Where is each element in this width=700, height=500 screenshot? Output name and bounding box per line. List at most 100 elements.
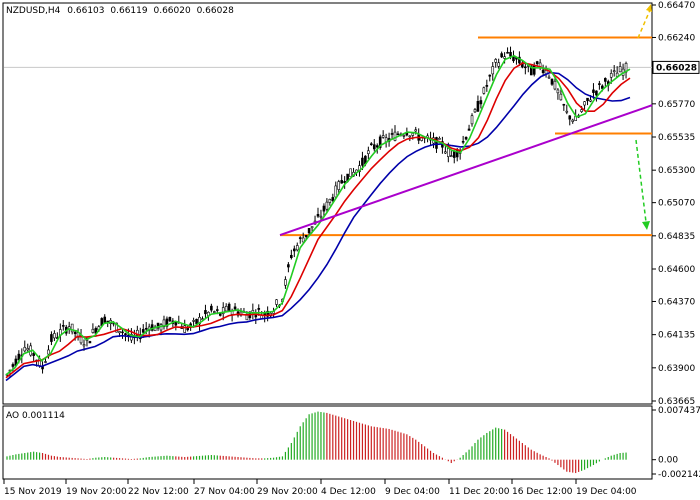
candle-body xyxy=(550,78,554,85)
candle-body xyxy=(254,314,258,318)
candle-body xyxy=(275,299,278,305)
candle-body xyxy=(479,100,483,105)
candle-body xyxy=(482,87,486,94)
candle-body xyxy=(553,80,557,90)
price-tick-label: 0.65070 xyxy=(658,199,695,209)
price-tick-label: 0.66470 xyxy=(658,1,695,11)
candle-body xyxy=(393,131,397,141)
candle-body xyxy=(144,327,148,330)
candle-body xyxy=(420,137,423,141)
candle-body xyxy=(541,69,545,74)
candle-body xyxy=(580,109,583,112)
price-tick-label: 0.64835 xyxy=(658,232,695,242)
current-price-box xyxy=(652,60,700,74)
candle-body xyxy=(367,150,370,154)
time-tick-label: 19 Dec 04:00 xyxy=(576,487,637,497)
candle-body xyxy=(435,137,438,149)
candle-body xyxy=(17,353,21,361)
candle-body xyxy=(470,115,474,125)
candle-body xyxy=(266,310,269,317)
candle-body xyxy=(461,141,465,143)
moving-averages xyxy=(5,54,631,382)
candle-body xyxy=(215,309,219,311)
candle-body xyxy=(331,197,335,201)
price-tick-label: 0.64370 xyxy=(658,297,695,307)
time-tick-label: 29 Nov 20:00 xyxy=(257,487,318,497)
fast-moving-average xyxy=(5,54,631,376)
candle-body xyxy=(491,66,495,75)
time-tick-label: 22 Nov 12:00 xyxy=(128,487,189,497)
candle-body xyxy=(224,306,228,312)
candle-body xyxy=(396,133,400,136)
candle-body xyxy=(11,364,15,367)
current-price-label: 0.66028 xyxy=(656,63,697,73)
candle-body xyxy=(23,346,27,352)
candle-body xyxy=(307,228,311,234)
candle-body xyxy=(334,185,338,198)
candle-body xyxy=(319,215,323,218)
candle-body xyxy=(44,361,47,363)
ao-indicator-label: AO 0.001114 xyxy=(6,411,65,421)
candle-body xyxy=(293,248,296,252)
candle-body xyxy=(589,99,592,102)
ao-histogram xyxy=(6,411,627,474)
time-tick-label: 15 Nov 2019 xyxy=(4,487,62,497)
candle-body xyxy=(524,66,527,69)
candle-body xyxy=(192,320,195,322)
candle-body xyxy=(509,51,512,57)
candle-body xyxy=(562,103,566,106)
candle-body xyxy=(121,331,124,334)
candle-body xyxy=(295,245,299,251)
ao-tick-label: 0.00 xyxy=(658,456,678,466)
candle-body xyxy=(165,318,169,327)
candle-body xyxy=(287,264,290,268)
ao-tick-label: 0.007437 xyxy=(658,406,700,416)
candle-body xyxy=(556,89,560,94)
candle-body xyxy=(233,306,237,310)
candle-body xyxy=(372,144,376,150)
candle-body xyxy=(535,61,539,65)
candle-body xyxy=(124,333,127,336)
candle-body xyxy=(115,322,118,333)
candle-body xyxy=(82,344,86,347)
candle-body xyxy=(325,201,329,210)
candle-body xyxy=(452,150,456,158)
candle-body xyxy=(485,85,489,87)
ao-panel-frame xyxy=(2,405,653,480)
candle-body xyxy=(612,70,616,73)
candle-body xyxy=(118,331,121,334)
candle-body xyxy=(61,325,65,327)
candle-body xyxy=(529,65,533,76)
candle-body xyxy=(559,93,563,101)
candle-body xyxy=(32,352,35,356)
candle-body xyxy=(26,348,30,351)
candle-body xyxy=(378,136,382,148)
price-tick-label: 0.64600 xyxy=(658,265,695,275)
candle-body xyxy=(494,59,498,63)
forecast-arrows xyxy=(635,4,652,230)
candle-body xyxy=(604,78,607,82)
candle-body xyxy=(444,151,447,154)
price-tick-label: 0.65535 xyxy=(658,133,695,143)
candle-body xyxy=(106,320,110,323)
candle-body xyxy=(70,323,74,333)
candle-body xyxy=(547,76,551,79)
candle-body xyxy=(198,316,201,325)
candle-body xyxy=(500,53,503,58)
price-tick-label: 0.66240 xyxy=(658,33,695,43)
candle-body xyxy=(402,135,406,137)
candle-body xyxy=(162,319,166,328)
candle-body xyxy=(343,181,346,184)
candle-body xyxy=(467,128,471,131)
candle-body xyxy=(204,310,207,315)
candle-body xyxy=(571,119,575,122)
candle-body xyxy=(601,85,604,89)
candle-body xyxy=(464,136,468,140)
candle-body xyxy=(408,135,412,138)
candle-body xyxy=(358,165,361,173)
forecast-up-arrowhead xyxy=(646,4,652,12)
candle-body xyxy=(381,135,385,138)
time-tick-label: 16 Dec 12:00 xyxy=(512,487,573,497)
trendline-group[interactable] xyxy=(279,104,653,237)
